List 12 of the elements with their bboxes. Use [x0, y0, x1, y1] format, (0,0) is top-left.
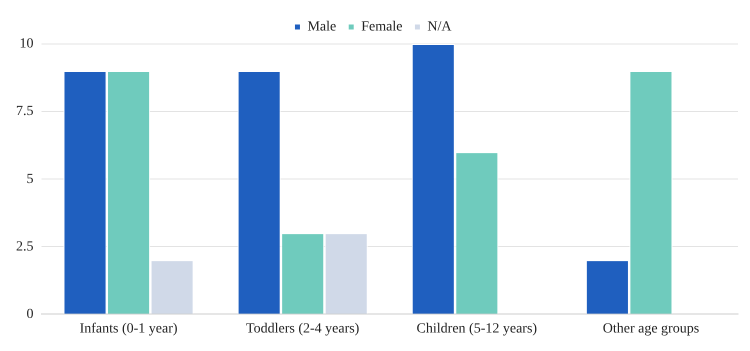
- y-tick-label: 5: [26, 172, 34, 187]
- y-tick-label: 10: [20, 36, 34, 52]
- x-tick-label: Children (5-12 years): [416, 321, 538, 336]
- y-tick-label: 0: [26, 306, 34, 322]
- legend-label: Female: [361, 20, 402, 35]
- x-tick-label: Infants (0-1 year): [80, 321, 178, 336]
- y-tick-label: 7.5: [16, 104, 34, 120]
- x-tick-label: Other age groups: [602, 321, 700, 336]
- y-tick-label: 2.5: [16, 239, 34, 254]
- legend-label: Male: [307, 20, 336, 35]
- x-tick-label: Toddlers (2-4 years): [246, 321, 360, 336]
- legend-label: N/A: [427, 20, 452, 35]
